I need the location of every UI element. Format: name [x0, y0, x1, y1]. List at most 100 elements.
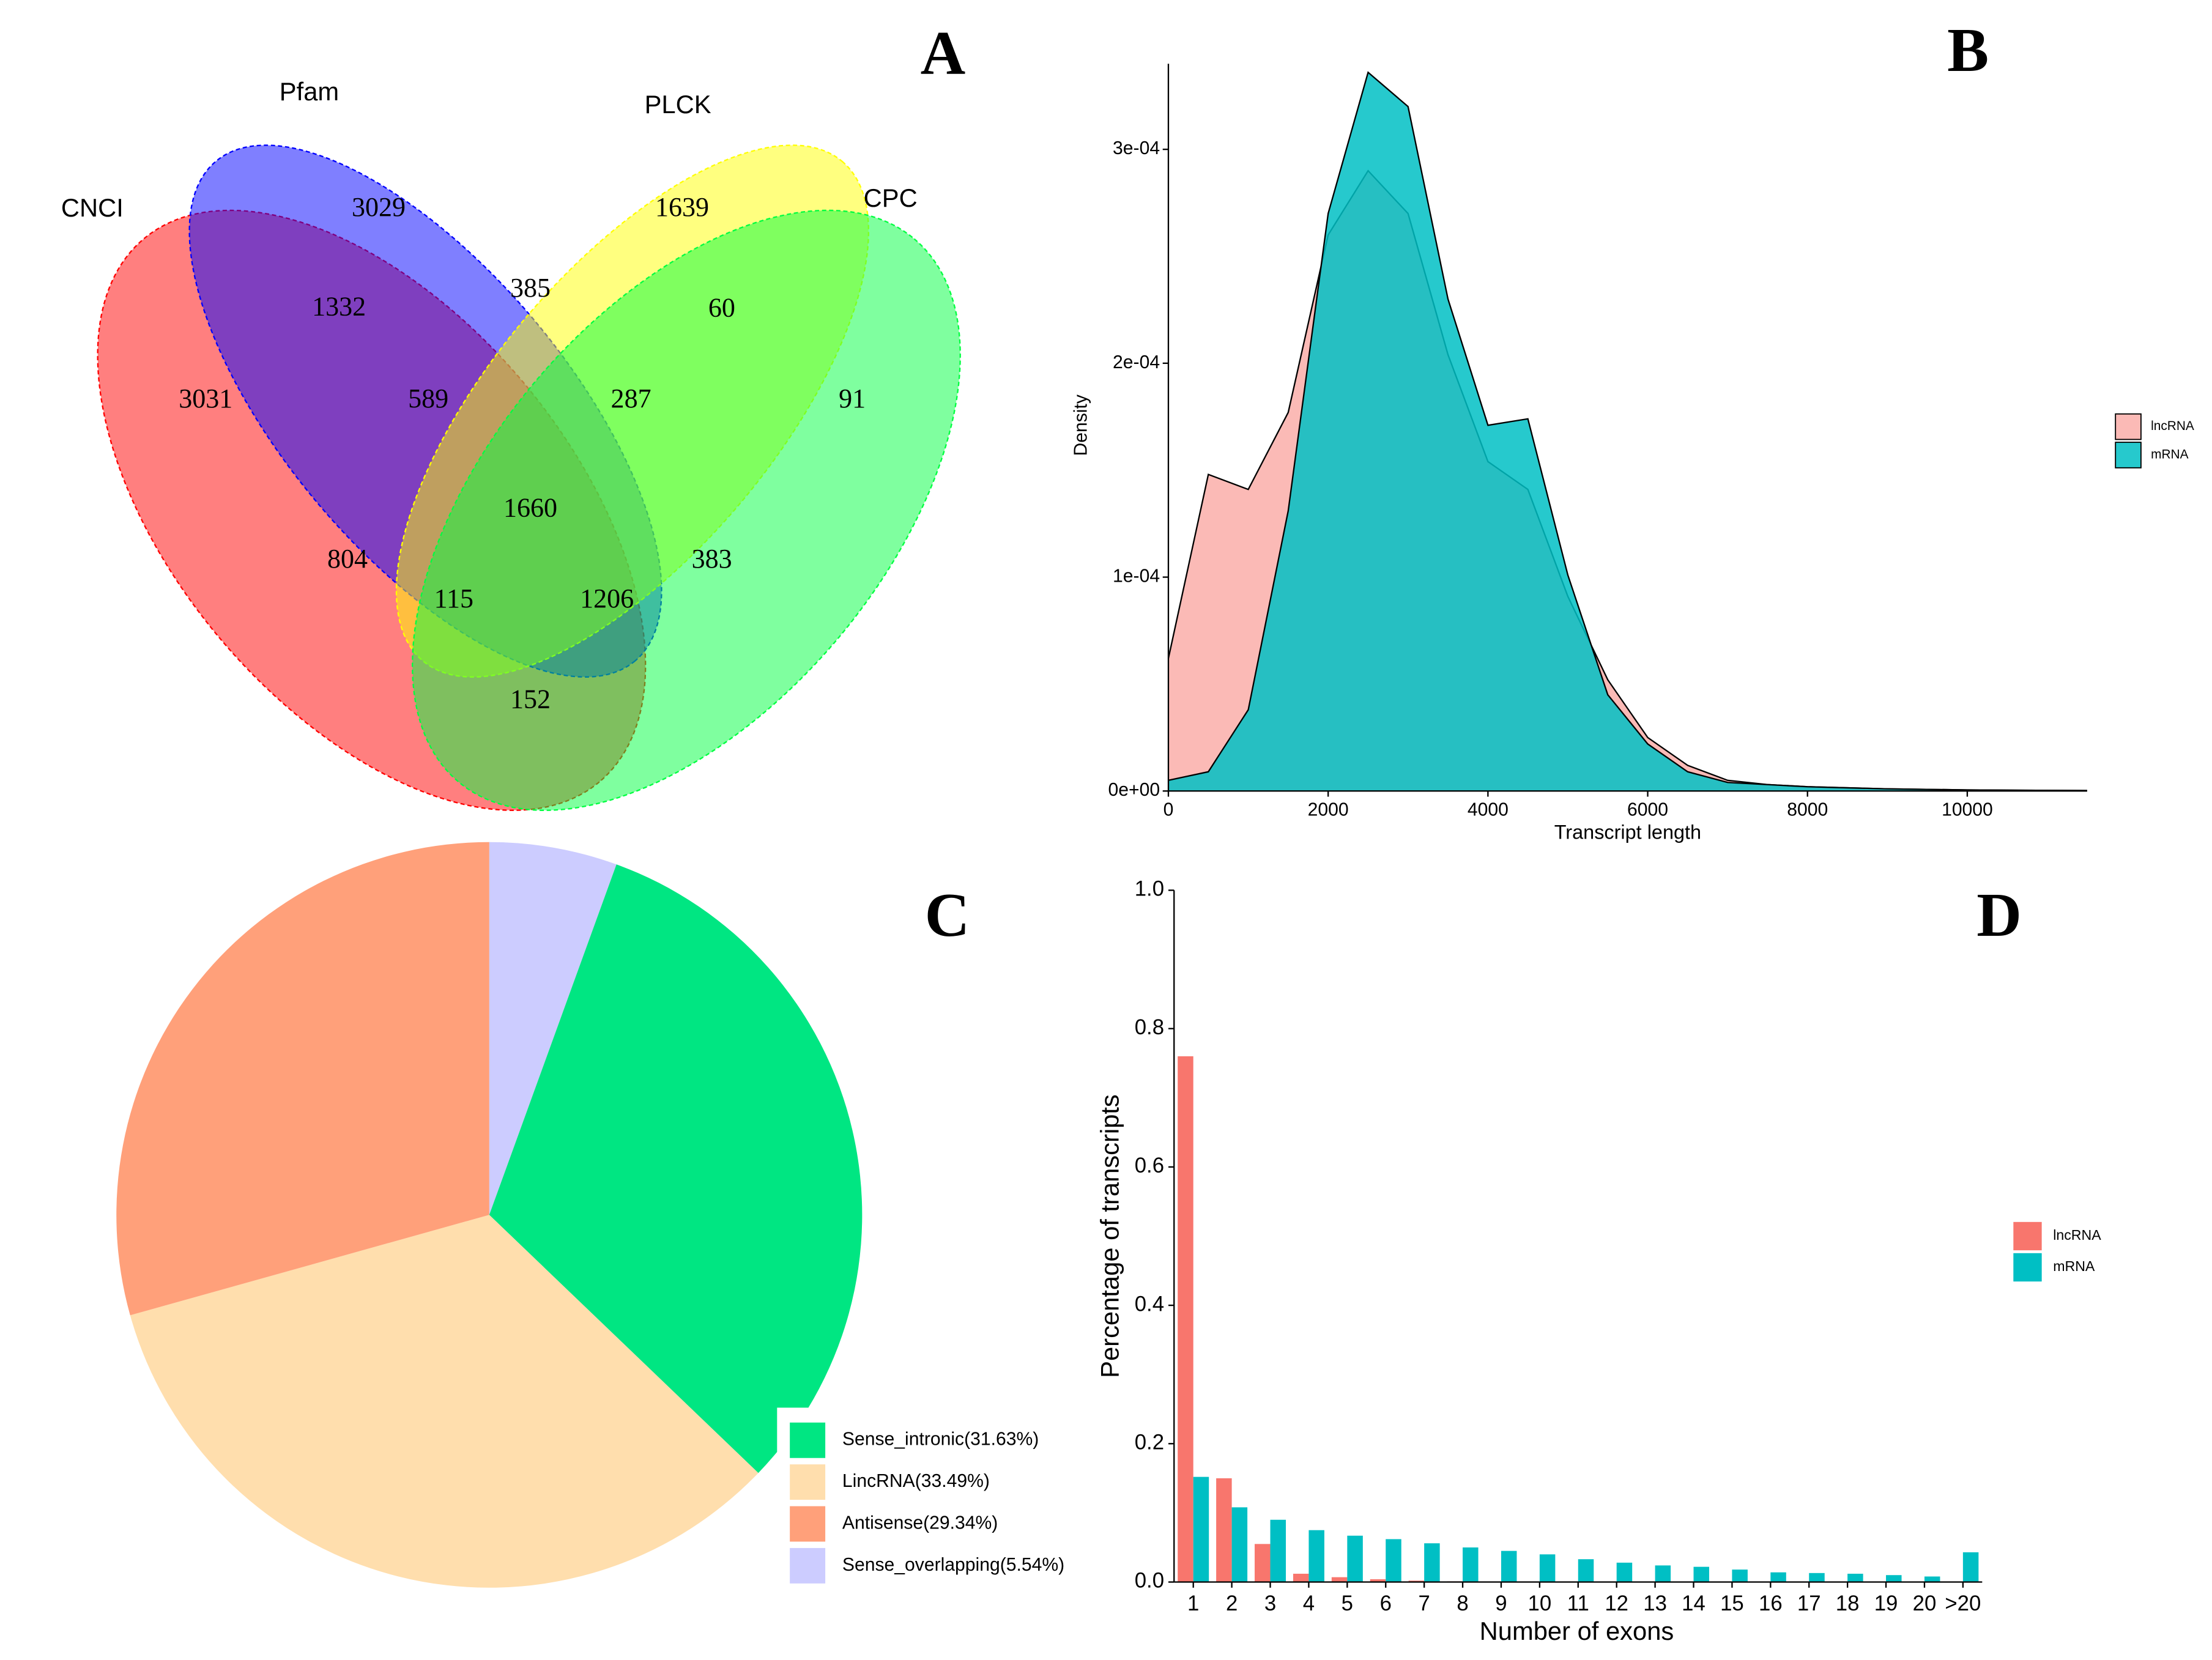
x-tick-label: 18 — [1836, 1592, 1860, 1615]
y-tick-label: 0e+00 — [1108, 780, 1160, 800]
x-tick-label: 20 — [1913, 1592, 1937, 1615]
x-tick-label: 2 — [1226, 1592, 1238, 1615]
region-count: 1332 — [312, 291, 366, 321]
density-fill — [1168, 72, 2087, 791]
y-tick-label: 1.0 — [1135, 878, 1164, 901]
bar — [1231, 1507, 1248, 1582]
x-tick-label: 12 — [1605, 1592, 1628, 1615]
legend-swatch — [2013, 1221, 2042, 1251]
x-tick-label: 6 — [1380, 1592, 1392, 1615]
region-count: 115 — [434, 584, 473, 613]
x-tick-label: 8 — [1457, 1592, 1468, 1615]
bar — [1293, 1573, 1309, 1582]
bar — [1386, 1539, 1401, 1582]
region-count: 383 — [692, 544, 732, 574]
region-count: 1660 — [503, 492, 557, 522]
legend-label: lncRNA — [2053, 1227, 2101, 1243]
x-tick-label: 7 — [1418, 1592, 1430, 1615]
x-tick-label: 0 — [1164, 800, 1174, 820]
legend-label: Antisense(29.34%) — [842, 1513, 998, 1533]
x-tick-label: 14 — [1682, 1592, 1705, 1615]
region-count: 589 — [408, 384, 448, 413]
bar — [1178, 1056, 1193, 1582]
bar — [1616, 1562, 1633, 1582]
set-label: CPC — [864, 183, 918, 212]
legend-swatch — [2115, 413, 2142, 440]
x-tick-label: 10000 — [1942, 800, 1993, 820]
y-axis-label: Density — [1071, 395, 1091, 456]
bar — [1732, 1569, 1748, 1582]
x-tick-label: 15 — [1720, 1592, 1744, 1615]
bar — [1809, 1573, 1825, 1582]
region-count: 3029 — [352, 192, 406, 222]
panel-letter: D — [1976, 881, 2022, 950]
region-count: 60 — [708, 293, 735, 323]
bar — [1270, 1519, 1286, 1582]
bar — [1924, 1576, 1940, 1582]
region-count: 3031 — [179, 384, 232, 413]
x-tick-label: 3 — [1264, 1592, 1276, 1615]
legend-label: LincRNA(33.49%) — [842, 1471, 990, 1491]
region-count: 287 — [611, 384, 651, 413]
x-tick-label: 13 — [1643, 1592, 1667, 1615]
legend-label: mRNA — [2151, 447, 2188, 461]
y-tick-label: 0.4 — [1135, 1292, 1164, 1316]
x-tick-label: 10 — [1528, 1592, 1552, 1615]
x-tick-label: 5 — [1342, 1592, 1353, 1615]
x-tick-label: 4 — [1303, 1592, 1315, 1615]
legend-label: lncRNA — [2151, 419, 2194, 433]
bar — [1770, 1572, 1786, 1582]
legend-swatch — [2115, 442, 2142, 469]
bar — [1255, 1544, 1271, 1582]
x-tick-label: 1 — [1187, 1592, 1199, 1615]
set-label: CNCI — [61, 193, 124, 222]
y-tick-label: 0.8 — [1135, 1016, 1164, 1039]
legend-swatch — [790, 1547, 826, 1584]
legend-swatch — [2013, 1253, 2042, 1282]
x-tick-label: 16 — [1759, 1592, 1783, 1615]
legend-label: Sense_overlapping(5.54%) — [842, 1555, 1064, 1575]
panel-letter: B — [1947, 16, 1989, 85]
region-count: 91 — [839, 384, 866, 413]
bar — [1578, 1559, 1594, 1582]
density-line — [1168, 71, 2087, 791]
y-tick-label: 3e-04 — [1113, 138, 1160, 158]
bar — [1501, 1551, 1517, 1582]
bar — [1962, 1552, 1979, 1582]
x-axis-label: Transcript length — [1554, 821, 1701, 843]
x-tick-label: 19 — [1874, 1592, 1898, 1615]
pie-slice — [489, 842, 617, 1215]
y-tick-label: 0.2 — [1135, 1431, 1164, 1454]
panel-letter: C — [925, 881, 970, 950]
region-count: 1206 — [580, 584, 634, 613]
bar — [1308, 1530, 1324, 1582]
legend-label: Sense_intronic(31.63%) — [842, 1429, 1039, 1450]
y-tick-label: 0.0 — [1135, 1569, 1164, 1593]
x-tick-label: 6000 — [1627, 800, 1668, 820]
x-axis-label: Number of exons — [1480, 1617, 1674, 1645]
bar — [1693, 1566, 1710, 1582]
y-axis-label: Percentage of transcripts — [1095, 1094, 1124, 1378]
bar — [1539, 1554, 1556, 1582]
y-tick-label: 1e-04 — [1113, 566, 1160, 587]
legend-swatch — [790, 1422, 826, 1458]
pie-slice — [489, 864, 863, 1473]
legend-swatch — [790, 1464, 826, 1500]
legend-box — [777, 1407, 1106, 1591]
x-tick-label: 4000 — [1468, 800, 1509, 820]
x-tick-label: 11 — [1567, 1592, 1589, 1615]
set-label: Pfam — [280, 77, 339, 106]
region-count: 152 — [510, 684, 551, 714]
set-label: PLCK — [645, 90, 711, 119]
bar — [1216, 1478, 1232, 1582]
x-tick-label: 8000 — [1787, 800, 1828, 820]
bar — [1847, 1573, 1863, 1582]
pie-slice — [130, 1215, 759, 1588]
bar — [1193, 1477, 1209, 1582]
venn-set — [412, 209, 961, 811]
y-tick-label: 0.6 — [1135, 1154, 1164, 1177]
x-tick-label: >20 — [1945, 1592, 1981, 1615]
region-count: 804 — [327, 544, 368, 574]
